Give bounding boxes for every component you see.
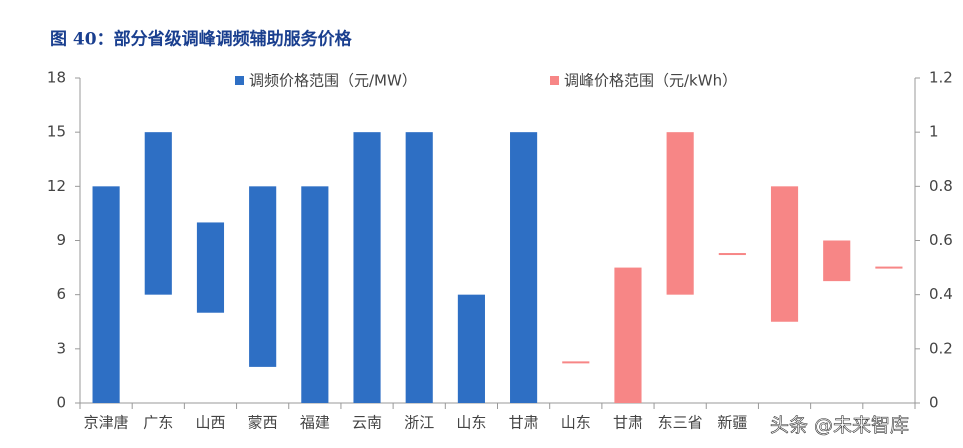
y-tick-label: 15 [47,123,66,141]
y2-tick-label: 1.2 [929,69,953,87]
x-tick-label: 山东 [561,414,591,432]
y2-tick-label: 0 [929,394,939,412]
y2-tick-label: 0.2 [929,339,953,357]
range-bar [614,267,642,403]
range-bar [249,186,277,367]
x-tick-label: 广东 [143,414,173,432]
range-bar [770,186,799,322]
range-bar [92,186,120,403]
x-tick-label: 甘肃 [509,414,539,432]
x-tick-label: 京津唐 [84,414,129,432]
x-tick-label: 浙江 [404,414,434,432]
range-bar [144,132,172,295]
x-tick-label: 甘肃 [613,414,643,432]
y-tick-label: 0 [56,394,66,412]
range-bar [405,132,433,403]
y-tick-label: 9 [56,231,66,249]
y2-tick-label: 0.6 [929,231,953,249]
x-tick-label: 山东 [456,414,486,432]
y-tick-label: 18 [47,69,66,87]
y-tick-label: 12 [47,177,66,195]
x-tick-label: 新疆 [717,414,747,432]
y2-tick-label: 1 [929,123,939,141]
range-bar [666,132,694,295]
range-bar [875,266,903,269]
legend-label: 调峰价格范围（元/kWh） [564,72,737,90]
y-tick-label: 6 [56,285,66,303]
x-tick-label: 东三省 [658,414,703,432]
x-tick-label: 云南 [352,414,382,432]
y-tick-label: 3 [56,339,66,357]
x-tick-label: 蒙西 [248,414,278,432]
legend-swatch [235,76,244,85]
x-tick-label: 福建 [300,414,330,432]
y2-tick-label: 0.4 [929,285,953,303]
range-bar [457,294,485,403]
x-tick-label: 山西 [195,414,225,432]
range-bar [510,132,538,403]
range-bar [353,132,381,403]
range-bar [562,361,590,364]
legend-swatch [550,76,559,85]
range-bar [823,240,851,282]
range-bar [196,222,225,313]
chart-title: 图 40：部分省级调峰调频辅助服务价格 [50,29,353,50]
y2-tick-label: 0.8 [929,177,953,195]
range-bar [301,186,329,403]
watermark: 头条 @未来智库 [770,415,909,437]
legend-label: 调频价格范围（元/MW） [249,72,417,90]
range-bar [718,253,746,256]
